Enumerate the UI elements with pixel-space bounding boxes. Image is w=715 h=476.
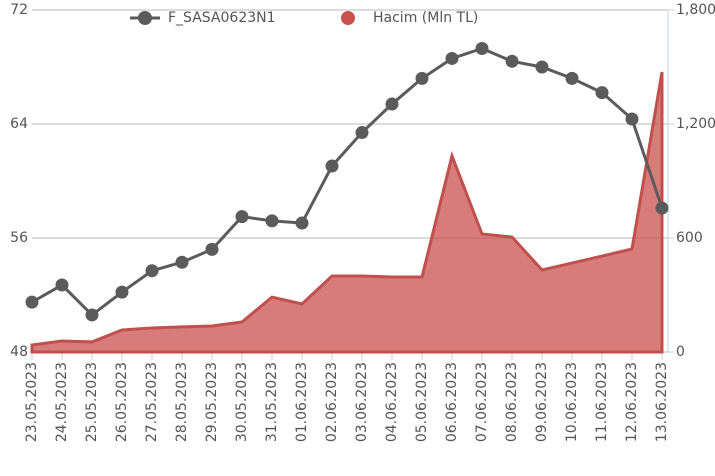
point: [355, 126, 369, 140]
x-tick-label: 24.05.2023: [54, 362, 70, 442]
x-tick-label: 31.05.2023: [264, 362, 280, 442]
x-tick-label: 11.06.2023: [594, 362, 610, 442]
y-tick-label: 56: [10, 230, 28, 246]
point: [265, 214, 279, 228]
point: [25, 295, 39, 309]
x-tick-label: 23.05.2023: [24, 362, 40, 442]
point: [55, 278, 69, 292]
y-tick-label: 72: [10, 2, 28, 18]
point: [85, 308, 99, 322]
x-tick-label: 28.05.2023: [174, 362, 190, 442]
x-tick-label: 12.06.2023: [624, 362, 640, 442]
x-tick-label: 02.06.2023: [324, 362, 340, 442]
x-tick-label: 27.05.2023: [144, 362, 160, 442]
legend-marker: [138, 11, 152, 25]
area: [30, 71, 664, 354]
x-tick-label: 05.06.2023: [414, 362, 430, 442]
x-tick-label: 06.06.2023: [444, 362, 460, 442]
point: [535, 60, 549, 74]
legend-label: Hacim (Mln TL): [373, 10, 478, 26]
x-tick-label: 10.06.2023: [564, 362, 580, 442]
y2-tick-label: 1,800: [676, 2, 715, 18]
y2-tick-label: 600: [676, 230, 703, 246]
x-tick-label: 04.06.2023: [384, 362, 400, 442]
point: [445, 51, 459, 65]
x-tick-label: 29.05.2023: [204, 362, 220, 442]
y2-tick-label: 1,200: [676, 116, 715, 132]
y-tick-label: 64: [10, 116, 28, 132]
point: [175, 255, 189, 269]
y2-tick-label: 0: [676, 344, 685, 360]
x-tick-label: 03.06.2023: [354, 362, 370, 442]
line: [31, 46, 664, 317]
point: [115, 285, 129, 299]
point: [505, 54, 519, 68]
point: [325, 159, 339, 173]
point: [415, 71, 429, 85]
point: [655, 201, 669, 215]
point: [295, 216, 309, 230]
x-tick-label: 25.05.2023: [84, 362, 100, 442]
point: [145, 264, 159, 278]
x-tick-label: 07.06.2023: [474, 362, 490, 442]
point: [565, 71, 579, 85]
x-tick-label: 26.05.2023: [114, 362, 130, 442]
x-tick-label: 13.06.2023: [654, 362, 670, 442]
point: [385, 97, 399, 111]
x-tick-label: 08.06.2023: [504, 362, 520, 442]
point: [205, 242, 219, 256]
x-tick-label: 09.06.2023: [534, 362, 550, 442]
point: [235, 210, 249, 224]
point: [625, 112, 639, 126]
x-tick-label: 30.05.2023: [234, 362, 250, 442]
x-tick-label: 01.06.2023: [294, 362, 310, 442]
legend-label: F_SASA0623N1: [168, 10, 276, 26]
legend-marker: [341, 11, 355, 25]
point: [475, 41, 489, 55]
point: [595, 86, 609, 100]
y-tick-label: 48: [10, 344, 28, 360]
